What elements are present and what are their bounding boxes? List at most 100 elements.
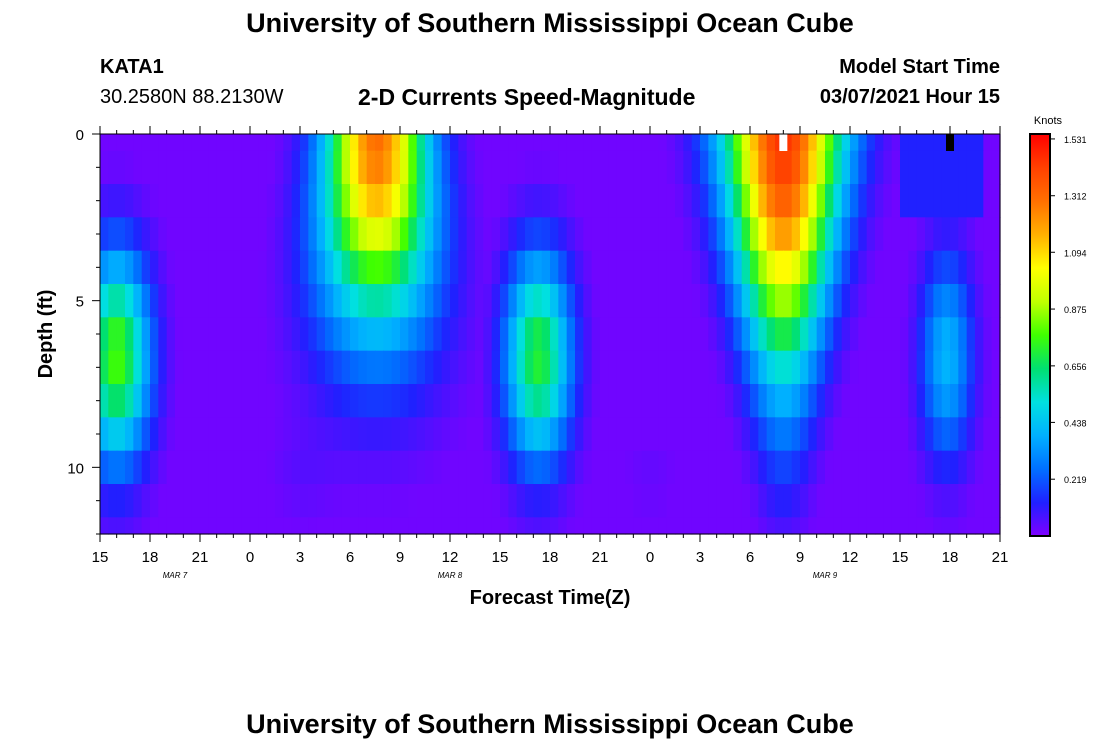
heatmap-cell: [600, 517, 609, 535]
heatmap-cell: [850, 317, 859, 352]
heatmap-cell: [516, 217, 526, 252]
heatmap-cell: [591, 317, 601, 352]
heatmap-cell: [675, 450, 684, 485]
heatmap-cell: [966, 450, 976, 485]
heatmap-cell: [891, 450, 901, 485]
heatmap-cell: [633, 250, 643, 285]
heatmap-cell: [491, 517, 501, 535]
heatmap-cell: [300, 417, 309, 452]
heatmap-cell: [850, 450, 859, 485]
heatmap-cell: [616, 417, 626, 452]
heatmap-cell: [183, 317, 193, 352]
heatmap-cell: [291, 350, 301, 385]
heatmap-cell: [483, 250, 493, 285]
heatmap-cell: [825, 250, 834, 285]
heatmap-cell: [650, 250, 659, 285]
heatmap-cell: [150, 484, 159, 518]
heatmap-cell: [366, 250, 376, 285]
heatmap-cell: [866, 284, 876, 318]
heatmap-cell: [600, 417, 609, 452]
heatmap-cell: [566, 450, 576, 485]
heatmap-cell: [916, 134, 926, 152]
x-tick-label: 15: [492, 549, 509, 566]
heatmap-cell: [550, 317, 559, 352]
heatmap-cell: [875, 317, 884, 352]
x-tick-label: 18: [942, 549, 959, 566]
heatmap-cell: [258, 184, 268, 218]
heatmap-cell: [566, 517, 576, 535]
x-tick-label: 21: [192, 549, 209, 566]
heatmap-cell: [150, 150, 159, 185]
heatmap-cell: [433, 317, 443, 352]
heatmap-cell: [758, 134, 768, 152]
heatmap-cell: [600, 350, 609, 385]
heatmap-cell: [608, 350, 618, 385]
heatmap-cell: [308, 517, 318, 535]
heatmap-cell: [308, 450, 318, 485]
heatmap-cell: [266, 317, 276, 352]
heatmap-cell: [608, 217, 618, 252]
heatmap-cell: [333, 450, 343, 485]
heatmap-cell: [783, 250, 793, 285]
heatmap-cell: [691, 134, 701, 152]
heatmap-cell: [533, 150, 543, 185]
heatmap-cell: [933, 484, 943, 518]
heatmap-cell: [525, 184, 534, 218]
heatmap-cell: [991, 450, 1001, 485]
heatmap-cell: [475, 350, 484, 385]
heatmap-cell: [241, 350, 251, 385]
heatmap-cell: [116, 217, 126, 252]
heatmap-cell: [658, 450, 668, 485]
heatmap-cell: [591, 184, 601, 218]
heatmap-cell: [375, 417, 384, 452]
heatmap-cell: [508, 484, 518, 518]
heatmap-cell: [708, 384, 718, 418]
heatmap-cell: [450, 150, 459, 185]
heatmap-cell: [850, 150, 859, 185]
heatmap-cell: [500, 450, 509, 485]
heatmap-cell: [550, 284, 559, 318]
heatmap-cell: [633, 450, 643, 485]
heatmap-cell: [833, 317, 843, 352]
heatmap-cell: [325, 284, 334, 318]
heatmap-cell: [708, 150, 718, 185]
heatmap-cell: [858, 384, 868, 418]
heatmap-cell: [758, 217, 768, 252]
heatmap-cell: [841, 284, 851, 318]
heatmap-cell: [150, 384, 159, 418]
heatmap-cell: [575, 184, 584, 218]
heatmap-cell: [983, 217, 993, 252]
colorbar-tick-label: 0.875: [1064, 305, 1087, 315]
heatmap-cell: [141, 317, 151, 352]
heatmap-cell: [733, 217, 743, 252]
heatmap-cell: [408, 350, 418, 385]
heatmap-cell: [275, 134, 284, 152]
colorbar-tick-label: 1.312: [1064, 192, 1087, 202]
colorbar-tick-label: 0.656: [1064, 362, 1087, 372]
heatmap-cell: [183, 284, 193, 318]
heatmap-cell: [550, 217, 559, 252]
heatmap-cell: [900, 384, 909, 418]
heatmap-cell: [233, 450, 243, 485]
heatmap-cell: [758, 184, 768, 218]
heatmap-cell: [116, 517, 126, 535]
heatmap-cell: [950, 350, 959, 385]
heatmap-cell: [241, 317, 251, 352]
heatmap-cell: [991, 217, 1001, 252]
heatmap-cell: [841, 517, 851, 535]
heatmap-cell: [266, 350, 276, 385]
heatmap-cell: [691, 450, 701, 485]
heatmap-cell: [341, 250, 351, 285]
heatmap-cell: [966, 517, 976, 535]
heatmap-cell: [250, 150, 259, 185]
heatmap-cell: [891, 317, 901, 352]
heatmap-cell: [708, 217, 718, 252]
heatmap-cell: [825, 350, 834, 385]
heatmap-cell: [950, 150, 959, 185]
heatmap-cell: [275, 484, 284, 518]
heatmap-cell: [158, 134, 168, 152]
heatmap-cell: [716, 250, 726, 285]
heatmap-cell: [675, 217, 684, 252]
heatmap-cell: [525, 317, 534, 352]
heatmap-cell: [891, 250, 901, 285]
